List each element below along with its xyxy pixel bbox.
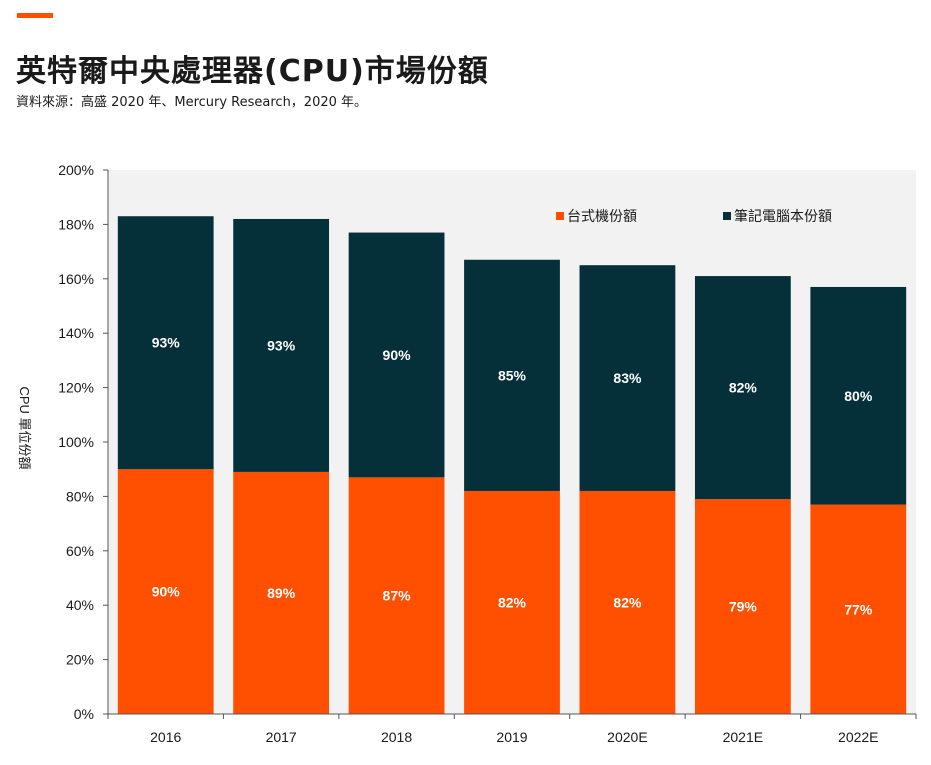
bar-notebook <box>579 265 676 491</box>
x-tick-label: 2016 <box>150 729 181 745</box>
y-tick-label: 40% <box>66 597 94 613</box>
bar-notebook <box>117 216 214 470</box>
source-note: 資料來源：高盛 2020 年、Mercury Research，2020 年。 <box>16 95 368 110</box>
data-label-notebook: 93% <box>152 335 181 351</box>
bar-notebook <box>694 276 791 500</box>
bar-desktop <box>579 490 676 714</box>
x-tick-label: 2021E <box>723 729 763 745</box>
y-tick-label: 80% <box>66 488 94 504</box>
bar-desktop <box>233 471 330 714</box>
y-tick-label: 0% <box>74 706 94 722</box>
bar-notebook <box>810 286 907 505</box>
x-tick-label: 2020E <box>607 729 647 745</box>
x-tick-label: 2022E <box>838 729 878 745</box>
bar-desktop <box>810 504 907 714</box>
data-label-notebook: 83% <box>613 370 642 386</box>
data-label-desktop: 90% <box>152 584 181 600</box>
bar-desktop <box>348 477 445 714</box>
data-label-desktop: 82% <box>613 594 642 610</box>
data-label-desktop: 82% <box>498 594 527 610</box>
data-label-desktop: 89% <box>267 585 296 601</box>
y-tick-label: 120% <box>58 380 94 396</box>
y-tick-label: 100% <box>58 434 94 450</box>
legend-notebook-label: 筆記電腦本份額 <box>734 208 832 224</box>
data-label-notebook: 80% <box>844 388 873 404</box>
accent-bar <box>17 13 53 18</box>
y-tick-label: 160% <box>58 271 94 287</box>
data-label-desktop: 77% <box>844 601 873 617</box>
legend-notebook-swatch <box>723 212 731 220</box>
x-tick-label: 2018 <box>381 729 412 745</box>
legend-desktop-label: 台式機份額 <box>567 208 637 224</box>
data-label-desktop: 87% <box>383 588 412 604</box>
page-title: 英特爾中央處理器(CPU)市場份額 <box>16 54 489 89</box>
y-tick-label: 20% <box>66 652 94 668</box>
data-label-desktop: 79% <box>729 599 758 615</box>
x-tick-label: 2017 <box>266 729 297 745</box>
data-label-notebook: 90% <box>383 347 412 363</box>
y-tick-label: 60% <box>66 543 94 559</box>
bar-desktop <box>117 469 214 714</box>
bar-desktop <box>694 499 791 714</box>
data-label-notebook: 82% <box>729 380 758 396</box>
y-tick-label: 140% <box>58 325 94 341</box>
bar-notebook <box>233 218 330 472</box>
legend-desktop-swatch <box>556 212 564 220</box>
bar-notebook <box>348 232 445 478</box>
bar-desktop <box>464 490 560 714</box>
bar-notebook <box>464 259 560 491</box>
x-tick-label: 2019 <box>496 729 527 745</box>
data-label-notebook: 93% <box>267 337 296 353</box>
y-tick-label: 180% <box>58 216 94 232</box>
data-label-notebook: 85% <box>498 367 527 383</box>
y-tick-label: 200% <box>58 162 94 178</box>
y-axis-title: CPU 單位份額 <box>17 386 32 469</box>
